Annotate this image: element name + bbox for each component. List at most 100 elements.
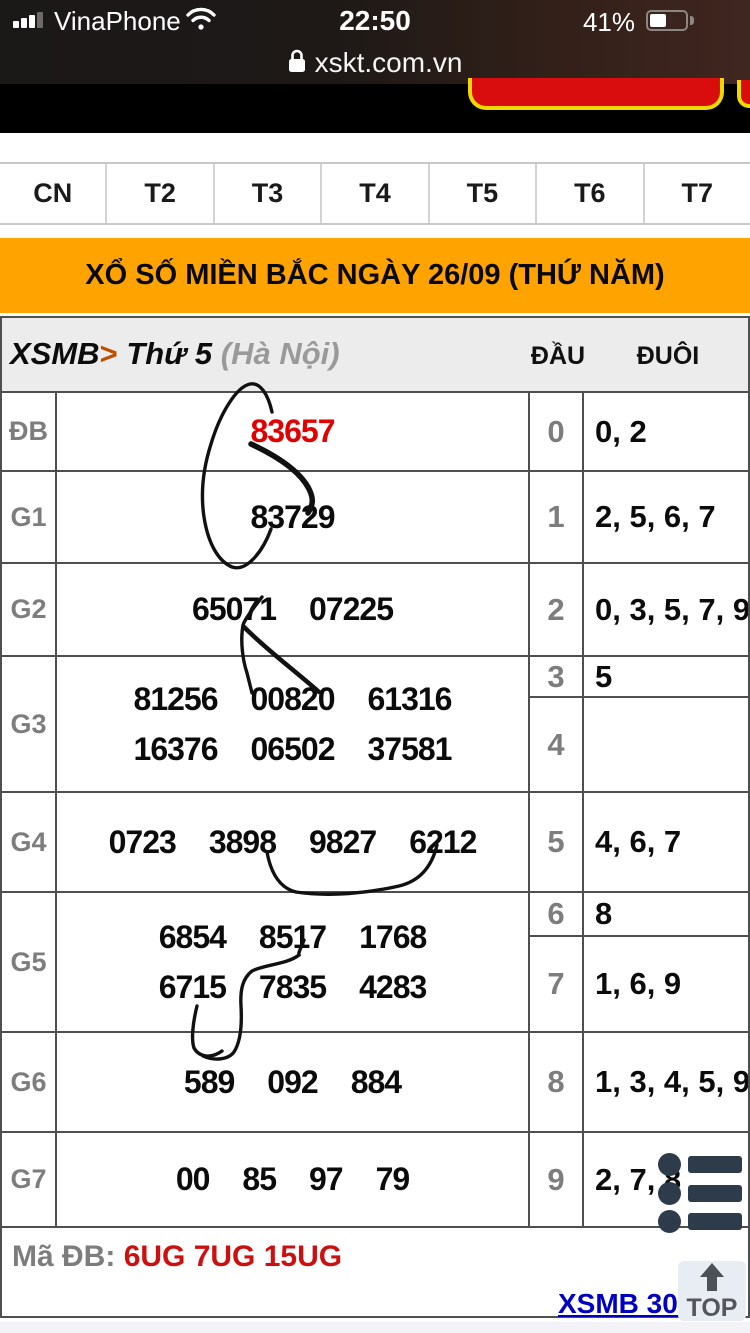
dau-duoi-row-5: 5 4, 6, 7 — [530, 793, 748, 893]
number-line: 0723 3898 9827 6212 — [108, 823, 478, 861]
prize-numbers: 0723 3898 9827 6212 — [57, 793, 528, 891]
duoi-values: 5 — [595, 658, 613, 694]
prize-number: 589 — [183, 1063, 235, 1100]
number-line: 83729 — [250, 498, 336, 536]
prize-number: 00820 — [250, 680, 336, 717]
dau-digit: 7 — [530, 937, 584, 1031]
prize-label: G7 — [2, 1133, 57, 1226]
dau-digit: 5 — [530, 793, 584, 891]
prize-number: 4283 — [359, 968, 427, 1005]
duoi-values: 0, 3, 5, 7, 9 — [595, 591, 748, 627]
duoi-values — [584, 698, 748, 791]
number-line: 16376 06502 37581 — [134, 731, 453, 768]
carrier-label: VinaPhone — [54, 6, 181, 36]
ad-button-edge[interactable] — [737, 80, 750, 108]
breadcrumb-region: (Hà Nội) — [220, 336, 340, 371]
list-menu-icon[interactable] — [658, 1153, 746, 1233]
prize-number: 7835 — [258, 968, 327, 1005]
tab-t5[interactable]: T5 — [430, 164, 538, 223]
prize-number: 9827 — [309, 823, 377, 860]
ma-db-line: Mã ĐB: 6UG 7UG 15UG — [12, 1240, 342, 1274]
day-tabs: CN T2 T3 T4 T5 T6 T7 — [0, 162, 750, 225]
status-bar: VinaPhone 22:50 41% xskt.com.vn — [0, 0, 750, 84]
dau-duoi-table: 0 0, 2 1 2, 5, 6, 7 2 0, 3, 5, 7, 9 3 5 4 5 4, 6, … — [528, 393, 750, 1228]
scroll-to-top-button[interactable]: TOP — [678, 1261, 746, 1321]
dau-digit: 1 — [530, 472, 584, 562]
prize-label: G2 — [2, 564, 57, 655]
dau-digit: 6 — [530, 893, 584, 935]
number-line: 6715 7835 4283 — [159, 968, 428, 1006]
breadcrumb-separator: > — [99, 336, 118, 371]
dau-digit: 4 — [530, 698, 584, 791]
tab-t2[interactable]: T2 — [107, 164, 215, 223]
dau-duoi-row-0: 0 0, 2 — [530, 393, 748, 472]
prize-label: G6 — [2, 1033, 57, 1131]
tab-t3[interactable]: T3 — [215, 164, 323, 223]
dau-duoi-row-1: 1 2, 5, 6, 7 — [530, 472, 748, 564]
tab-t4[interactable]: T4 — [322, 164, 430, 223]
up-arrow-icon — [694, 1261, 730, 1298]
prize-numbers: 65071 07225 — [57, 564, 528, 655]
ad-button[interactable] — [468, 78, 724, 110]
prize-number: 884 — [350, 1063, 402, 1100]
tab-t7[interactable]: T7 — [681, 178, 713, 208]
breadcrumb[interactable]: XSMB> Thứ 5 (Hà Nội) — [10, 336, 340, 372]
tab-cn[interactable]: CN — [0, 164, 108, 223]
result-row-g7: G7 00 85 97 79 — [2, 1133, 528, 1226]
dau-column-header: ĐẦU — [530, 342, 586, 370]
duoi-values: 0, 2 — [595, 413, 647, 449]
number-line: 00 85 97 79 — [176, 1161, 411, 1198]
duoi-values: 8 — [595, 896, 613, 931]
battery-icon — [646, 10, 688, 31]
prize-number: 6212 — [409, 823, 477, 860]
dau-digit: 3 — [530, 657, 584, 696]
duoi-values: 1, 3, 4, 5, 9 — [595, 1064, 748, 1099]
number-line: 6854 8517 1768 — [158, 918, 428, 956]
dau-digit: 2 — [530, 564, 584, 655]
prize-number: 6854 — [158, 918, 227, 955]
clock: 22:50 — [339, 5, 411, 36]
prize-number: 8517 — [258, 918, 327, 955]
prize-numbers: 81256 00820 61316 16376 06502 37581 — [57, 657, 528, 791]
prize-label: G4 — [2, 793, 57, 891]
prize-number: 85 — [242, 1161, 277, 1197]
prize-numbers: 589 092 884 — [57, 1033, 528, 1131]
url-text: xskt.com.vn — [314, 47, 463, 78]
prize-number: 79 — [375, 1161, 411, 1197]
number-line: 83657 — [250, 413, 336, 450]
url-bar[interactable]: xskt.com.vn — [0, 42, 750, 84]
prize-numbers: 6854 8517 1768 6715 7835 4283 — [57, 893, 528, 1031]
result-row-g4: G4 0723 3898 9827 6212 — [2, 793, 528, 893]
page-title: XỔ SỐ MIỀN BẮC NGÀY 26/09 (THỨ NĂM) — [0, 238, 750, 313]
ma-db-value: 6UG 7UG 15UG — [123, 1240, 343, 1273]
breadcrumb-site[interactable]: XSMB — [10, 336, 100, 371]
number-line: 589 092 884 — [183, 1063, 402, 1101]
battery-percent: 41% — [582, 7, 635, 37]
prize-label: G3 — [2, 657, 57, 791]
prize-numbers: 83657 — [57, 393, 528, 470]
duoi-values: 2, 5, 6, 7 — [595, 499, 716, 534]
prize-number: 83657 — [250, 413, 336, 449]
breadcrumb-day: Thứ 5 — [126, 336, 213, 371]
duoi-column-header: ĐUÔI — [636, 342, 700, 370]
duoi-values: 1, 6, 9 — [595, 966, 682, 1001]
home-indicator-strip — [0, 1322, 750, 1333]
prize-number: 61316 — [367, 680, 452, 717]
tab-t6[interactable]: T6 — [537, 164, 645, 223]
dau-digit: 8 — [530, 1033, 584, 1131]
prize-number: 07225 — [309, 591, 394, 627]
prize-number: 97 — [309, 1161, 344, 1197]
dau-digit: 0 — [530, 393, 584, 470]
number-line: 65071 07225 — [192, 591, 394, 628]
prize-number: 81256 — [133, 680, 219, 717]
prize-number: 83729 — [250, 498, 336, 535]
signal-bars-icon — [13, 11, 47, 28]
result-row-g6: G6 589 092 884 — [2, 1033, 528, 1133]
ma-db-label: Mã ĐB: — [12, 1240, 116, 1273]
battery-nub — [690, 16, 694, 25]
prize-number: 0723 — [108, 823, 177, 860]
table-header-row: XSMB> Thứ 5 (Hà Nội) ĐẦU ĐUÔI — [0, 316, 750, 393]
ad-banner-strip — [0, 78, 750, 133]
prize-label: ĐB — [2, 393, 57, 470]
